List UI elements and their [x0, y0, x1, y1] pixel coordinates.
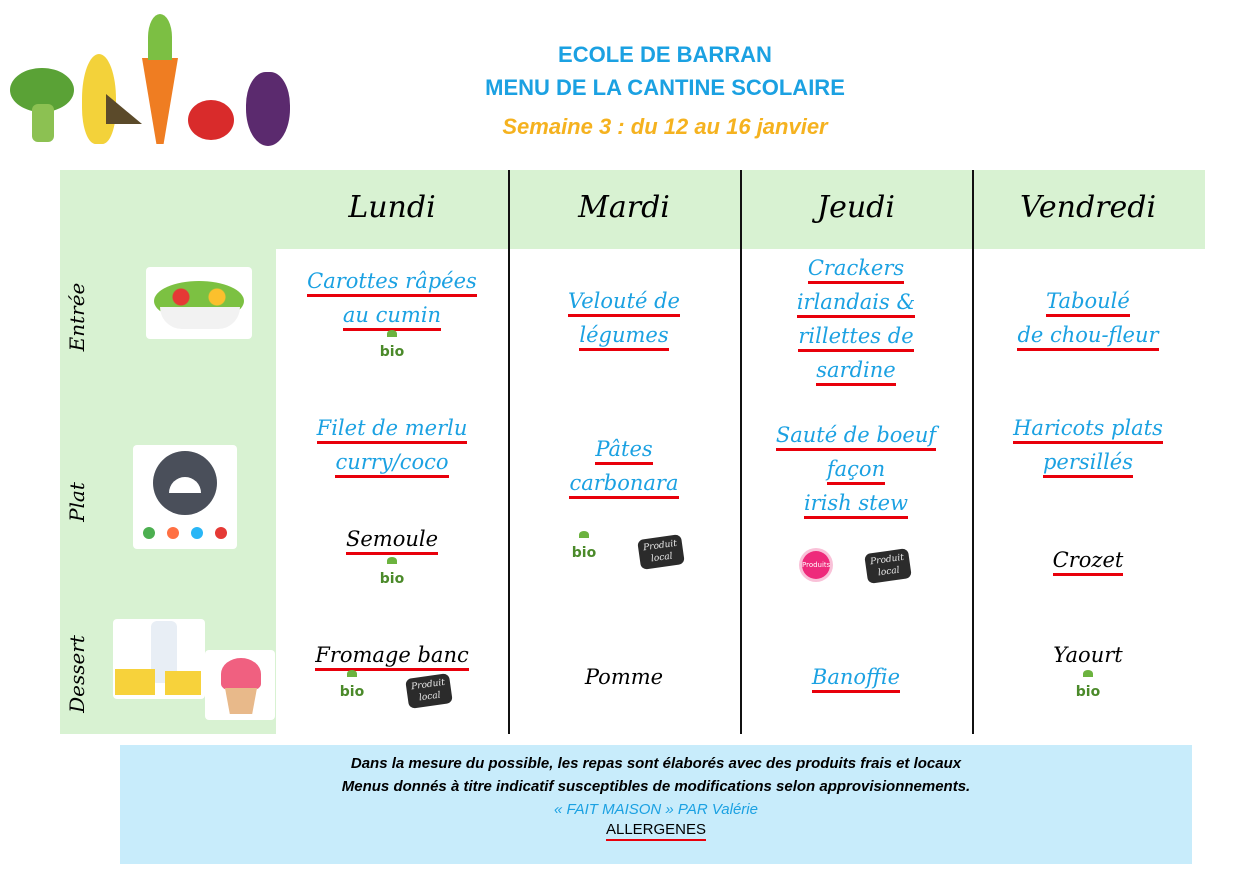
dish-line: Fromage banc [315, 642, 469, 671]
dish[interactable]: Carottes râpées au cumin [276, 264, 508, 332]
eggplant-icon [246, 72, 290, 146]
day-mardi: Mardi [578, 190, 670, 225]
dish-line: irlandais & [796, 289, 916, 318]
dish[interactable]: Banoffie [740, 660, 972, 694]
label-badges: bio [972, 670, 1204, 706]
dish-line: Taboulé [1046, 288, 1130, 317]
produit-local-icon: Produit local [405, 673, 453, 709]
produits-frais-icon: Produits frais [802, 551, 830, 597]
plat-cloche-image [133, 445, 237, 549]
dish-line: persillés [1042, 449, 1134, 478]
bio-icon: bio [333, 670, 371, 706]
bio-icon: bio [373, 557, 411, 593]
label-badges: bio [276, 330, 508, 366]
footer-line-indicative: Menus donnés à titre indicatif susceptib… [341, 778, 971, 795]
dish[interactable]: Taboulé de chou-fleur [972, 284, 1204, 352]
row-label-dessert: Dessert [65, 635, 89, 713]
label-badges: bio [276, 557, 508, 593]
dish-line: Pâtes [595, 436, 653, 465]
dish: Yaourt [972, 638, 1204, 672]
dish-line: Semoule [345, 526, 439, 555]
dish-line: Haricots plats [1013, 415, 1163, 444]
vegetable-mascots-illustration [8, 14, 293, 146]
column-divider [508, 170, 510, 734]
carrot-icon [142, 58, 178, 144]
cupcake-image [205, 650, 275, 720]
dish: Fromage banc [276, 638, 508, 672]
day-lundi: Lundi [348, 190, 436, 225]
column-divider [740, 170, 742, 734]
dish-line: Sauté de boeuf [775, 422, 937, 451]
label-badges: bio Produit local [276, 670, 508, 709]
label-badges: bio Produit local [508, 531, 740, 570]
produit-local-icon: Produit local [864, 548, 912, 584]
column-divider [972, 170, 974, 734]
bio-icon: bio [565, 531, 603, 567]
dish-line: légumes [579, 322, 669, 351]
dish-line: Velouté de [568, 288, 680, 317]
dish-line: irish stew [803, 490, 909, 519]
dish-line: rillettes de [798, 323, 914, 352]
footer-line-fresh: Dans la mesure du possible, les repas so… [350, 755, 962, 772]
bio-icon: bio [373, 330, 411, 366]
row-label-entree: Entrée [65, 282, 89, 352]
school-name: ECOLE DE BARRAN [558, 42, 772, 67]
salad-image [146, 267, 252, 339]
bio-icon: bio [1069, 670, 1107, 706]
footer-notes: Dans la mesure du possible, les repas so… [120, 745, 1192, 864]
dish[interactable]: Velouté de légumes [508, 284, 740, 352]
dish: Crozet [972, 543, 1204, 577]
allergens-link[interactable]: ALLERGENES [605, 821, 707, 841]
tomato-icon [188, 100, 234, 140]
dish-line: façon [826, 456, 886, 485]
dish[interactable]: Sauté de boeuf façon irish stew [740, 418, 972, 520]
label-badges: Produits frais Produit local [740, 548, 972, 597]
day-jeudi: Jeudi [817, 190, 895, 225]
dish: Pomme [508, 660, 740, 694]
menu-title: MENU DE LA CANTINE SCOLAIRE [485, 75, 845, 100]
dish-line: Carottes râpées [307, 268, 477, 297]
dish[interactable]: Filet de merlu curry/coco [276, 411, 508, 479]
dish: Semoule [276, 522, 508, 556]
dish-line: Pomme [584, 665, 664, 689]
dish-line: Banoffie [811, 664, 901, 693]
produit-local-icon: Produit local [637, 534, 685, 570]
row-label-plat: Plat [65, 482, 89, 522]
dish-line: au cumin [342, 302, 442, 331]
dish[interactable]: Haricots plats persillés [972, 411, 1204, 479]
dish-line: Crackers [807, 255, 905, 284]
dish[interactable]: Pâtes carbonara [508, 432, 740, 500]
dairy-image [113, 619, 205, 699]
week-subtitle: Semaine 3 : du 12 au 16 janvier [502, 114, 828, 139]
dish-line: de chou-fleur [1017, 322, 1159, 351]
footer-fait-maison: « FAIT MAISON » PAR Valérie [554, 801, 758, 818]
dish-line: Yaourt [1053, 643, 1123, 667]
dish-line: carbonara [569, 470, 679, 499]
dish-line: sardine [816, 357, 896, 386]
dish-line: Filet de merlu [316, 415, 468, 444]
dish[interactable]: Crackers irlandais & rillettes de sardine [740, 251, 972, 387]
dish-line: Crozet [1052, 547, 1124, 576]
day-vendredi: Vendredi [1019, 190, 1157, 225]
dish-line: curry/coco [335, 449, 449, 478]
